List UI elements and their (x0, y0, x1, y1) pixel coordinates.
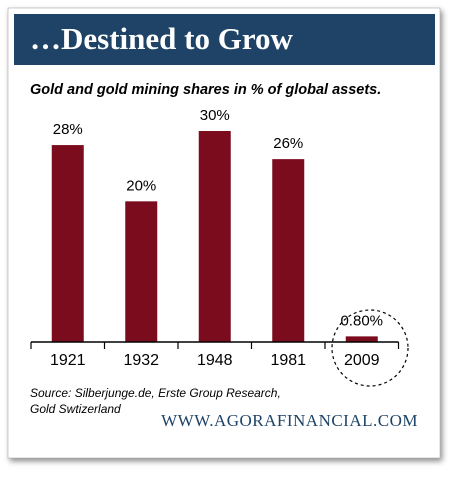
value-label: 20% (126, 177, 156, 194)
x-tick-label: 1981 (270, 352, 306, 369)
source-line: Gold Swtizerland (30, 402, 121, 416)
chart-title: …Destined to Grow (30, 21, 294, 56)
bar (198, 131, 231, 342)
bar (51, 145, 84, 342)
bar (125, 201, 158, 342)
value-label: 0.80% (340, 312, 383, 329)
x-tick-label: 1948 (197, 352, 233, 369)
x-tick-label: 1921 (50, 352, 86, 369)
value-label: 28% (53, 121, 83, 138)
subtitle: Gold and gold mining shares in % of glob… (30, 82, 381, 98)
value-label: 26% (273, 135, 303, 152)
value-label: 30% (200, 107, 230, 124)
bar (345, 336, 378, 342)
x-tick-label: 1932 (123, 352, 159, 369)
x-tick-label: 2009 (344, 352, 380, 369)
source-line: Source: Silberjunge.de, Erste Group Rese… (30, 386, 281, 400)
highlight-circle (331, 309, 409, 387)
header-bar (14, 14, 435, 65)
footer-url: WWW.AGORAFINANCIAL.COM (161, 411, 418, 430)
bar (272, 159, 305, 342)
